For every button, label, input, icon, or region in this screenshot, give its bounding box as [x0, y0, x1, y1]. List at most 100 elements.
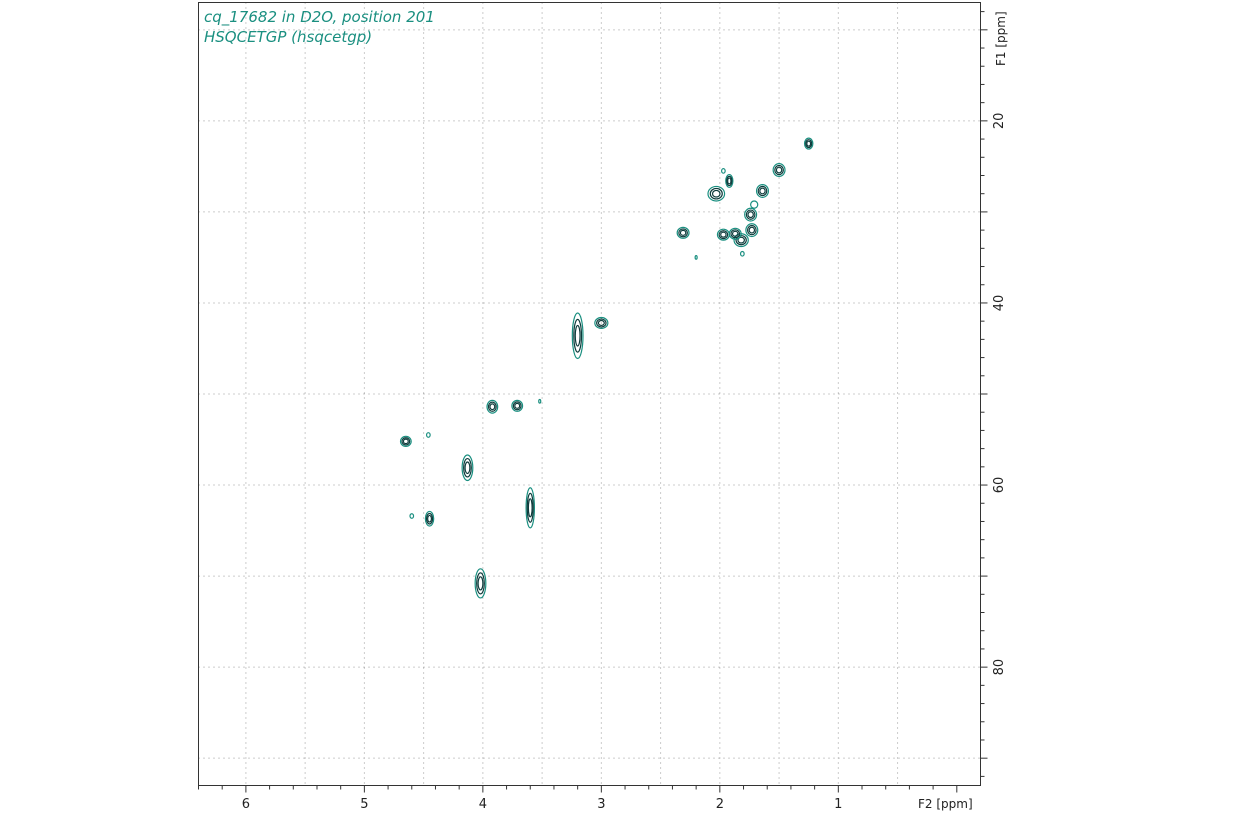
contour-level	[716, 228, 730, 241]
contour-level	[806, 140, 812, 147]
x-axis-label: F2 [ppm]	[918, 797, 973, 811]
contour-peak	[399, 435, 412, 447]
contour-level	[424, 510, 435, 527]
grid-lines	[198, 2, 981, 786]
contour-peak	[739, 250, 745, 257]
contour-peak	[571, 312, 584, 360]
contour-level	[573, 318, 583, 353]
y-tick-label: 20	[992, 113, 1007, 130]
contour-level	[744, 207, 758, 222]
contour-level	[477, 576, 484, 591]
contour-level	[721, 168, 726, 174]
contour-peak	[772, 163, 786, 177]
contour-level	[727, 177, 732, 185]
contour-peak	[721, 168, 726, 174]
contour-level	[772, 163, 786, 177]
contour-level	[401, 437, 411, 446]
contour-level	[757, 185, 768, 197]
contour-level	[718, 230, 729, 240]
contour-level	[514, 402, 521, 409]
contour-level	[725, 173, 734, 188]
contour-level	[571, 312, 584, 360]
contour-level	[755, 183, 770, 198]
contour-level	[678, 228, 688, 238]
contour-level	[512, 401, 522, 411]
x-tick-label: 6	[242, 797, 250, 812]
contour-level	[676, 226, 690, 239]
contour-level	[774, 164, 784, 176]
contour-level	[731, 230, 739, 237]
contour-level	[486, 399, 499, 414]
contour-peak	[745, 223, 759, 238]
contour-level	[476, 572, 485, 595]
x-tick-label: 2	[716, 797, 724, 812]
contour-level	[525, 487, 536, 529]
contour-peak	[594, 316, 609, 330]
contour-level	[538, 398, 542, 404]
contour-level	[745, 209, 756, 220]
y-tick-label: 60	[992, 477, 1007, 494]
contour-level	[425, 512, 434, 525]
contour-level	[707, 185, 726, 202]
contour-level	[746, 224, 757, 236]
contour-peak	[716, 228, 730, 241]
contour-peak	[486, 399, 499, 414]
contour-level	[726, 175, 733, 187]
contour-level	[464, 461, 471, 475]
axes: 6 5 4 3 2 1 20 40 60 80	[198, 11, 1007, 812]
y-tick-label: 40	[992, 295, 1007, 312]
contour-level	[775, 166, 783, 174]
contour-peak	[461, 454, 474, 482]
contour-level	[805, 139, 813, 149]
x-tick-label: 5	[360, 797, 368, 812]
contour-peak	[425, 432, 431, 438]
contour-level	[759, 187, 766, 195]
x-tick-label: 1	[834, 797, 842, 812]
contour-peaks	[399, 137, 814, 599]
contour-level	[720, 231, 727, 238]
contour-level	[399, 435, 412, 447]
contour-level	[594, 316, 609, 330]
x-tick-label: 3	[597, 797, 605, 812]
contour-level	[427, 514, 433, 523]
y-axis-label: F1 [ppm]	[994, 11, 1008, 66]
title-line-1: cq_17682 in D2O, position 201	[204, 8, 435, 27]
contour-level	[526, 492, 534, 523]
contour-level	[527, 498, 533, 518]
contour-level	[461, 454, 474, 482]
contour-peak	[725, 173, 734, 188]
contour-level	[711, 189, 721, 198]
contour-level	[463, 457, 472, 478]
contour-level	[748, 226, 756, 234]
contour-level	[750, 200, 759, 209]
contour-level	[574, 324, 581, 347]
contour-peak	[538, 398, 542, 404]
contour-level	[803, 137, 814, 150]
contour-peak	[409, 513, 415, 519]
contour-peak	[474, 568, 487, 599]
x-tick-label: 4	[479, 797, 487, 812]
contour-level	[679, 229, 687, 236]
contour-peak	[511, 399, 524, 412]
contour-level	[474, 568, 487, 599]
contour-level	[489, 403, 496, 411]
contour-peak	[707, 185, 726, 202]
contour-level	[409, 513, 415, 519]
contour-peak	[755, 183, 770, 198]
contour-peak	[750, 200, 759, 209]
contour-peak	[803, 137, 814, 150]
contour-peak	[728, 227, 742, 240]
y-tick-label: 80	[992, 659, 1007, 676]
contour-level	[425, 432, 431, 438]
contour-level	[745, 223, 759, 238]
contour-level	[709, 187, 723, 200]
contour-level	[402, 438, 409, 445]
contour-peak	[744, 207, 758, 222]
title-line-2: HSQCETGP (hsqcetgp)	[204, 28, 372, 46]
contour-peak	[525, 487, 536, 529]
contour-level	[739, 250, 745, 257]
contour-peak	[424, 510, 435, 527]
contour-level	[597, 319, 605, 327]
contour-level	[511, 399, 524, 412]
